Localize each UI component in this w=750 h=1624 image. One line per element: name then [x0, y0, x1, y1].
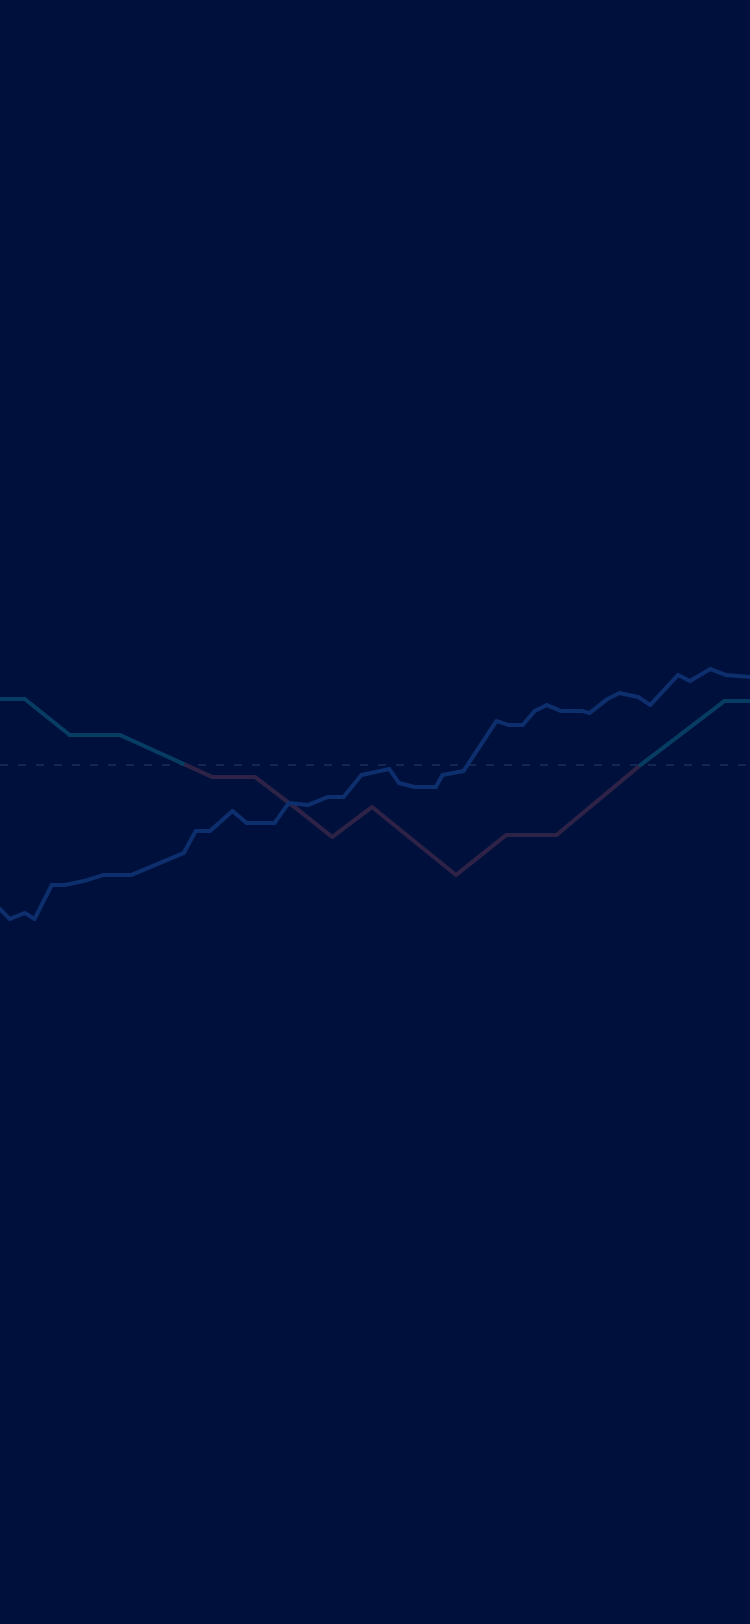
jagged-line-segment	[7, 911, 27, 921]
jagged-line-segment	[461, 719, 499, 773]
series-jagged-line	[0, 667, 750, 921]
jagged-line-segment	[433, 773, 445, 789]
jagged-line-segment	[605, 691, 622, 701]
jagged-line-segment	[520, 709, 537, 727]
jagged-line-segment	[82, 873, 106, 883]
jagged-line-segment	[306, 795, 330, 807]
series-step-line	[0, 697, 750, 877]
jagged-line-segment	[32, 883, 54, 921]
jagged-line-segment	[129, 851, 186, 877]
jagged-line-segment	[587, 697, 610, 715]
jagged-line-segment	[181, 829, 198, 855]
jagged-line-segment	[62, 879, 86, 887]
jagged-line-segment	[286, 801, 311, 807]
jagged-line-segment	[544, 703, 563, 713]
step-line-segment	[22, 697, 72, 737]
step-line-segment	[454, 833, 509, 877]
jagged-line-segment	[341, 773, 364, 799]
jagged-line-segment	[272, 801, 291, 825]
jagged-line-segment	[724, 673, 750, 679]
jagged-line-segment	[397, 781, 417, 789]
jagged-line-segment	[636, 695, 653, 707]
step-line-segment	[118, 733, 188, 767]
jagged-line-segment	[359, 767, 392, 777]
step-line-segment	[554, 763, 643, 837]
jagged-line-segment	[617, 691, 641, 699]
jagged-line-segment	[494, 719, 511, 727]
jagged-line-segment	[387, 767, 401, 785]
jagged-line-segment	[0, 907, 12, 921]
step-line-segment	[183, 763, 215, 779]
jagged-line-segment	[532, 703, 549, 713]
step-line-segment	[370, 805, 458, 877]
jagged-line-segment	[230, 809, 249, 825]
jagged-line-segment	[676, 673, 692, 683]
step-line-segment	[638, 699, 727, 767]
jagged-line-segment	[648, 673, 680, 707]
jagged-line-segment	[688, 667, 713, 683]
jagged-line-segment	[440, 769, 466, 777]
step-line-segment	[295, 807, 335, 839]
step-line-segment	[330, 805, 374, 839]
jagged-line-segment	[208, 809, 235, 833]
jagged-line-segment	[708, 667, 728, 677]
